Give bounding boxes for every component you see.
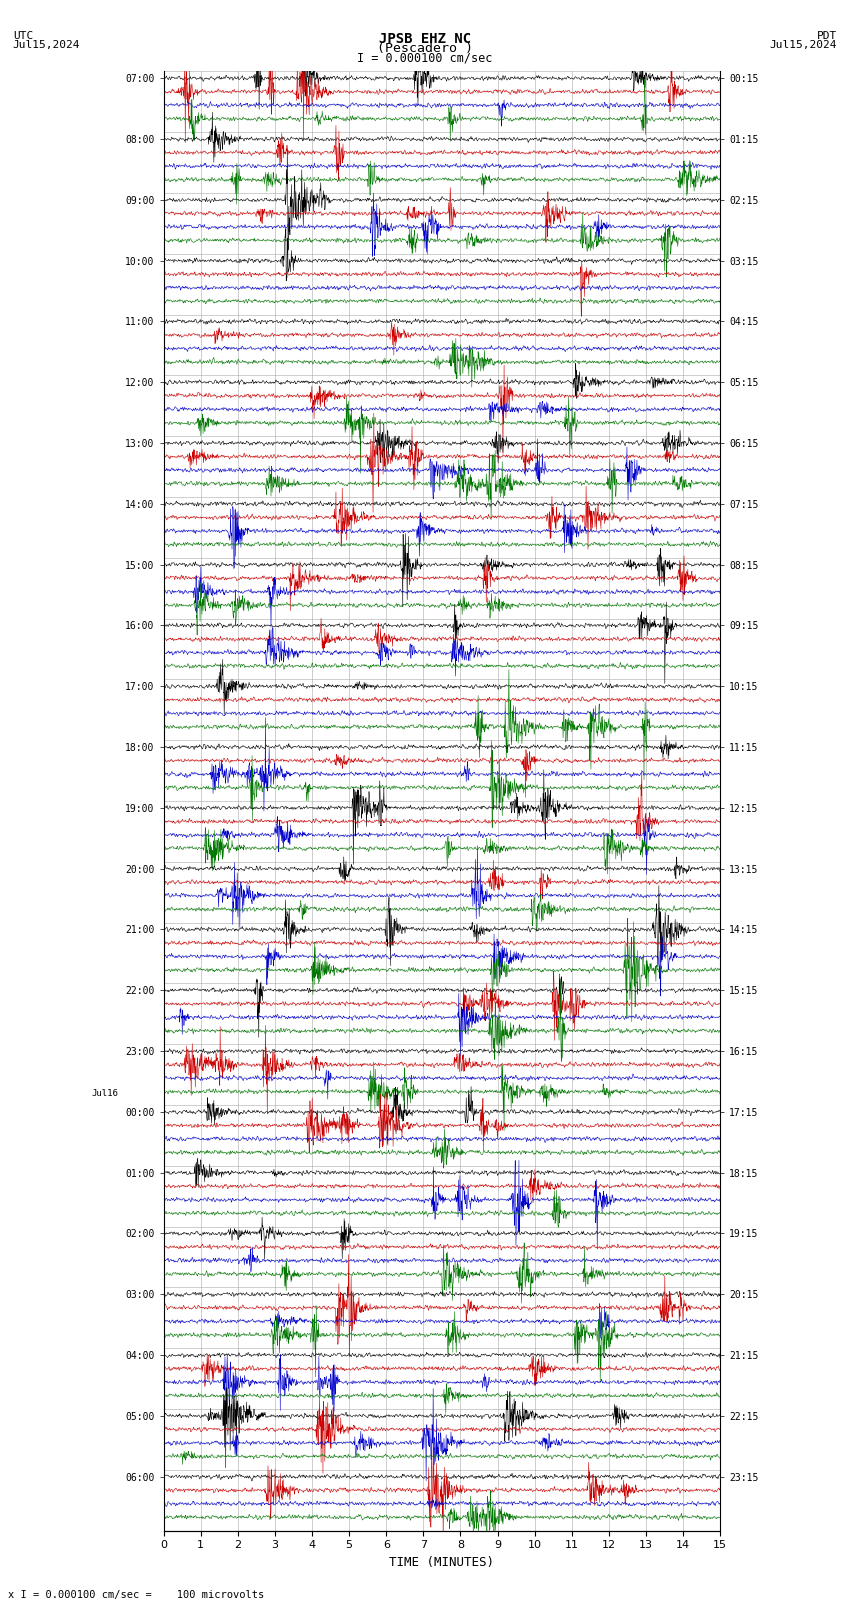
Text: Jul15,2024: Jul15,2024 bbox=[770, 40, 837, 50]
Text: I = 0.000100 cm/sec: I = 0.000100 cm/sec bbox=[357, 52, 493, 65]
Text: Jul15,2024: Jul15,2024 bbox=[13, 40, 80, 50]
Text: PDT: PDT bbox=[817, 31, 837, 40]
Text: JPSB EHZ NC: JPSB EHZ NC bbox=[379, 32, 471, 47]
Text: Jul16: Jul16 bbox=[92, 1089, 118, 1098]
Text: (Pescadero ): (Pescadero ) bbox=[377, 42, 473, 55]
X-axis label: TIME (MINUTES): TIME (MINUTES) bbox=[389, 1557, 495, 1569]
Text: UTC: UTC bbox=[13, 31, 33, 40]
Text: x I = 0.000100 cm/sec =    100 microvolts: x I = 0.000100 cm/sec = 100 microvolts bbox=[8, 1590, 264, 1600]
